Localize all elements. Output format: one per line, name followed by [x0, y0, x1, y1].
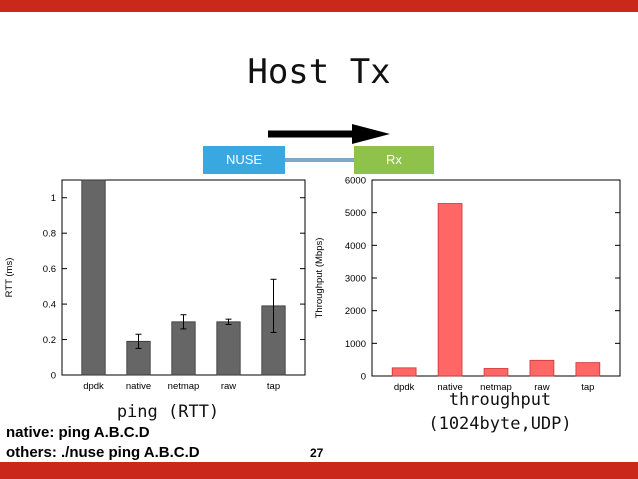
x-tick-label-netmap: netmap	[480, 382, 512, 393]
x-tick-label-netmap: netmap	[168, 381, 200, 392]
x-tick-label-native: native	[437, 382, 462, 393]
bar-native	[437, 203, 463, 377]
y-axis-label: RTT (ms)	[4, 258, 15, 298]
connector-line	[285, 158, 354, 162]
y-axis-label: Throughput (Mbps)	[314, 238, 325, 319]
y-tick-label: 0.2	[43, 335, 56, 346]
bar-raw	[216, 321, 241, 376]
y-tick-label: 4000	[345, 241, 366, 252]
y-tick-label: 0	[361, 372, 366, 383]
bar-tap	[575, 362, 601, 377]
note-native: native: ping A.B.C.D	[6, 424, 150, 441]
y-tick-label: 0	[51, 371, 56, 382]
slide-title: Host Tx	[247, 52, 391, 92]
right-caption-line2: (1024byte,UDP)	[428, 414, 572, 434]
rx-box: Rx	[354, 146, 434, 174]
direction-arrow-icon	[268, 124, 390, 144]
plot-frame	[371, 179, 621, 377]
y-tick-label: 1	[51, 193, 56, 204]
bar-dpdk	[81, 179, 106, 376]
rtt-chart: 0 0.2 0.4 0.6 0.8 1 RTT (ms) dpdk native netmap ra…	[4, 179, 306, 392]
x-tick-label-dpdk: dpdk	[83, 381, 104, 392]
left-caption: ping (RTT)	[116, 402, 220, 422]
bar-raw	[529, 359, 555, 377]
x-tick-label-raw: raw	[534, 382, 549, 393]
y-tick-label: 2000	[345, 306, 366, 317]
bar-netmap	[483, 368, 509, 377]
x-tick-label-native: native	[126, 381, 151, 392]
note-others: others: ./nuse ping A.B.C.D	[6, 444, 200, 461]
top-accent-bar	[0, 0, 638, 12]
throughput-chart: 0 1000 2000 3000 4000 5000 6000 Throughput (Mbp…	[314, 176, 621, 393]
x-tick-label-raw: raw	[221, 381, 236, 392]
y-tick-label: 0.6	[43, 264, 56, 275]
y-tick-label: 0.8	[43, 229, 56, 240]
bottom-accent-bar	[0, 462, 638, 479]
nuse-box: NUSE	[203, 146, 285, 174]
right-caption-line1: throughput	[448, 390, 552, 410]
bar-dpdk	[391, 367, 417, 377]
page-number: 27	[310, 446, 324, 460]
x-tick-label-dpdk: dpdk	[394, 382, 415, 393]
y-tick-label: 1000	[345, 339, 366, 350]
y-tick-label: 6000	[345, 176, 366, 187]
x-tick-label-tap: tap	[581, 382, 594, 393]
y-tick-label: 3000	[345, 274, 366, 285]
y-tick-label: 5000	[345, 208, 366, 219]
bar-netmap	[171, 321, 196, 376]
y-tick-label: 0.4	[43, 300, 56, 311]
x-tick-label-tap: tap	[267, 381, 280, 392]
